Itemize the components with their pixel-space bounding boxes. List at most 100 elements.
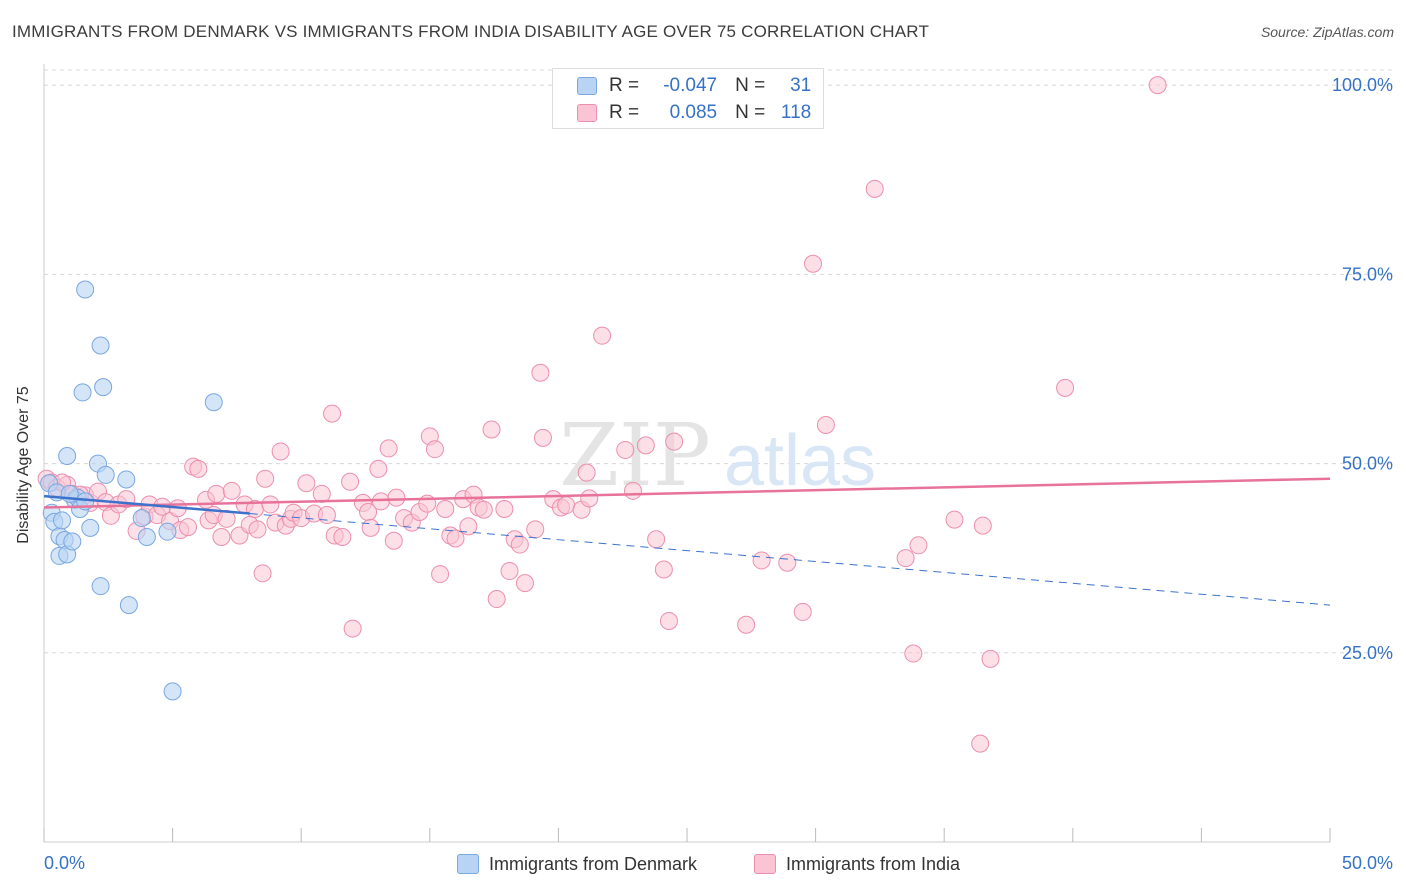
legend-n-label: N = xyxy=(735,102,766,123)
india-point xyxy=(487,590,506,609)
india-point xyxy=(515,574,534,593)
chart-title: IMMIGRANTS FROM DENMARK VS IMMIGRANTS FR… xyxy=(12,22,930,41)
denmark-point xyxy=(132,509,151,528)
india-point xyxy=(816,415,835,434)
india-point xyxy=(495,499,514,518)
india-point xyxy=(261,495,280,514)
india-point xyxy=(531,363,550,382)
india-point xyxy=(384,531,403,550)
india-point xyxy=(909,536,928,555)
india-point xyxy=(189,459,208,478)
grid-lines xyxy=(44,69,1392,654)
india-point xyxy=(778,553,797,572)
denmark-point xyxy=(73,383,92,402)
legend-r-denmark: -0.047 xyxy=(663,75,718,96)
legend-row-denmark: R = -0.047 N = 31 xyxy=(577,75,811,97)
denmark-point xyxy=(58,447,77,465)
legend-n-india: 118 xyxy=(780,102,812,123)
india-point xyxy=(904,644,923,663)
denmark-point xyxy=(117,470,136,489)
legend-row-india: R = 0.085 N = 118 xyxy=(577,102,811,124)
source-label: Source: ZipAtlas.com xyxy=(1260,24,1394,40)
axes xyxy=(43,64,1331,843)
india-point xyxy=(654,560,673,579)
india-point xyxy=(333,527,352,546)
india-point xyxy=(580,489,599,508)
india-point xyxy=(256,469,275,488)
bottom-legend-swatch-india xyxy=(754,854,776,874)
india-point xyxy=(973,516,992,535)
india-point xyxy=(526,520,545,539)
india-point xyxy=(253,564,272,583)
india-point xyxy=(971,734,990,753)
legend-n-label: N = xyxy=(735,75,766,96)
india-point xyxy=(431,565,450,584)
denmark-point xyxy=(91,336,110,355)
india-point xyxy=(217,509,236,528)
india-point xyxy=(371,492,390,511)
legend-r-label: R = xyxy=(609,75,640,96)
india-point xyxy=(323,404,342,423)
india-point xyxy=(945,510,964,529)
india-point xyxy=(387,488,406,507)
legend-r-label: R = xyxy=(609,102,640,123)
denmark-point xyxy=(76,280,95,299)
india-point xyxy=(793,602,812,621)
india-point xyxy=(446,529,465,548)
correlation-legend: R = -0.047 N = 31 R = 0.085 N = 118 xyxy=(552,68,824,129)
india-point xyxy=(623,481,642,500)
india-point xyxy=(557,496,576,515)
denmark-point xyxy=(81,518,100,537)
legend-r-india: 0.085 xyxy=(669,102,718,123)
india-point xyxy=(179,518,198,537)
india-point xyxy=(271,442,290,461)
india-point xyxy=(474,500,493,519)
bottom-legend-label-india: Immigrants from India xyxy=(786,853,961,874)
denmark-point xyxy=(137,527,156,546)
india-point xyxy=(659,611,678,630)
tick-labels: 25.0% 50.0% 75.0% 100.0% 0.0% 50.0% xyxy=(44,75,1393,873)
denmark-trend-line-dashed xyxy=(249,513,1331,606)
india-point xyxy=(665,432,684,451)
india-point xyxy=(312,484,331,503)
denmark-trend-line-solid xyxy=(43,494,250,515)
india-point xyxy=(212,527,231,546)
india-point xyxy=(981,649,1000,668)
india-point xyxy=(804,254,823,273)
india-point xyxy=(896,549,915,568)
denmark-point xyxy=(204,393,223,412)
india-point xyxy=(647,530,666,549)
legend-swatch-india xyxy=(577,104,597,122)
denmark-point xyxy=(163,682,182,701)
watermark-atlas: atlas xyxy=(724,421,876,501)
india-point xyxy=(361,518,380,537)
india-point xyxy=(533,428,552,447)
denmark-point xyxy=(94,378,113,397)
y-tick-label-50: 50.0% xyxy=(1342,454,1393,474)
y-tick-label-25: 25.0% xyxy=(1342,643,1393,663)
legend-swatch-denmark xyxy=(577,77,597,95)
india-point xyxy=(379,439,398,458)
india-point xyxy=(459,517,478,536)
denmark-point xyxy=(119,596,138,615)
india-point xyxy=(616,440,635,459)
india-point xyxy=(317,506,336,525)
india-point xyxy=(207,484,226,503)
india-point xyxy=(752,551,771,570)
x-tick-label-max: 50.0% xyxy=(1342,853,1393,873)
india-point xyxy=(500,562,519,581)
india-point xyxy=(343,619,362,638)
denmark-point xyxy=(96,465,115,484)
bottom-legend-denmark: Immigrants from Denmark xyxy=(457,852,697,876)
bottom-legend-swatch-denmark xyxy=(457,854,479,874)
india-point xyxy=(510,535,529,554)
bottom-legend-india: Immigrants from India xyxy=(754,852,960,876)
y-axis-label: Disability Age Over 75 xyxy=(15,386,32,544)
x-tick-label-min: 0.0% xyxy=(44,853,85,873)
india-point xyxy=(1056,378,1075,397)
denmark-points xyxy=(40,280,223,701)
india-point xyxy=(248,520,267,539)
denmark-point xyxy=(63,532,82,551)
legend-n-denmark: 31 xyxy=(790,75,812,96)
